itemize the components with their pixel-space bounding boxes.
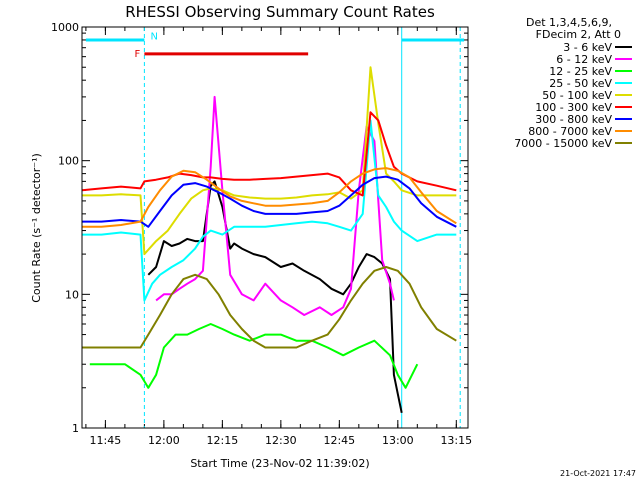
y-tick-label: 10 [65,288,79,301]
x-tick-label: 12:45 [323,434,355,447]
y-tick-label: 100 [58,155,79,168]
tick-labels-group: 1 10 100 1000 11:45 12:00 12:15 12:30 12:45 13:00… [51,21,472,447]
flag-label: F [135,49,141,60]
x-tick-label: 13:15 [440,434,472,447]
series-line-1 [147,180,403,414]
series-line-3 [89,323,419,389]
series-group [82,66,457,414]
series-line-5 [82,66,457,256]
legend-label-7: 300 - 800 keV [535,113,612,126]
flag-label: N [151,31,158,42]
y-tick-label: 1000 [51,21,79,34]
legend-label-4: 25 - 50 keV [549,77,612,90]
plot-frame [81,26,469,429]
x-tick-label: 11:45 [90,434,122,447]
series-line-7 [82,175,457,228]
footer-date: 21-Oct-2021 17:47 [560,469,636,478]
x-tick-label: 13:00 [382,434,414,447]
series-line-8 [82,167,457,228]
x-tick-label: 12:00 [148,434,180,447]
legend-label-6: 100 - 300 keV [535,101,612,114]
series-line-9 [82,266,457,349]
legend-label-1: 3 - 6 keV [563,41,612,54]
legend-label-5: 50 - 100 keV [542,89,612,102]
legend-label-3: 12 - 25 keV [549,65,612,78]
axes-group [82,26,468,429]
series-line-6 [82,111,457,197]
legend-header-line-1: Det 1,3,4,5,6,9, [526,16,612,29]
x-tick-label: 12:30 [265,434,297,447]
series-line-2 [155,95,395,316]
annotations-group: FN [85,27,465,428]
legend-label-9: 7000 - 15000 keV [514,137,612,150]
x-axis-label: Start Time (23-Nov-02 11:39:02) [190,457,369,470]
y-axis-label: Count Rate (s⁻¹ detector⁻¹) [30,153,43,303]
y-tick-label: 1 [72,422,79,435]
legend-label-8: 800 - 7000 keV [528,125,612,138]
series-clip-group [82,66,457,414]
chart-title: RHESSI Observing Summary Count Rates [125,3,435,21]
x-tick-label: 12:15 [207,434,239,447]
legend-header-line-2: FDecim 2, Att 0 [536,28,621,41]
series-line-4 [82,119,457,302]
legend-label-2: 6 - 12 keV [556,53,612,66]
